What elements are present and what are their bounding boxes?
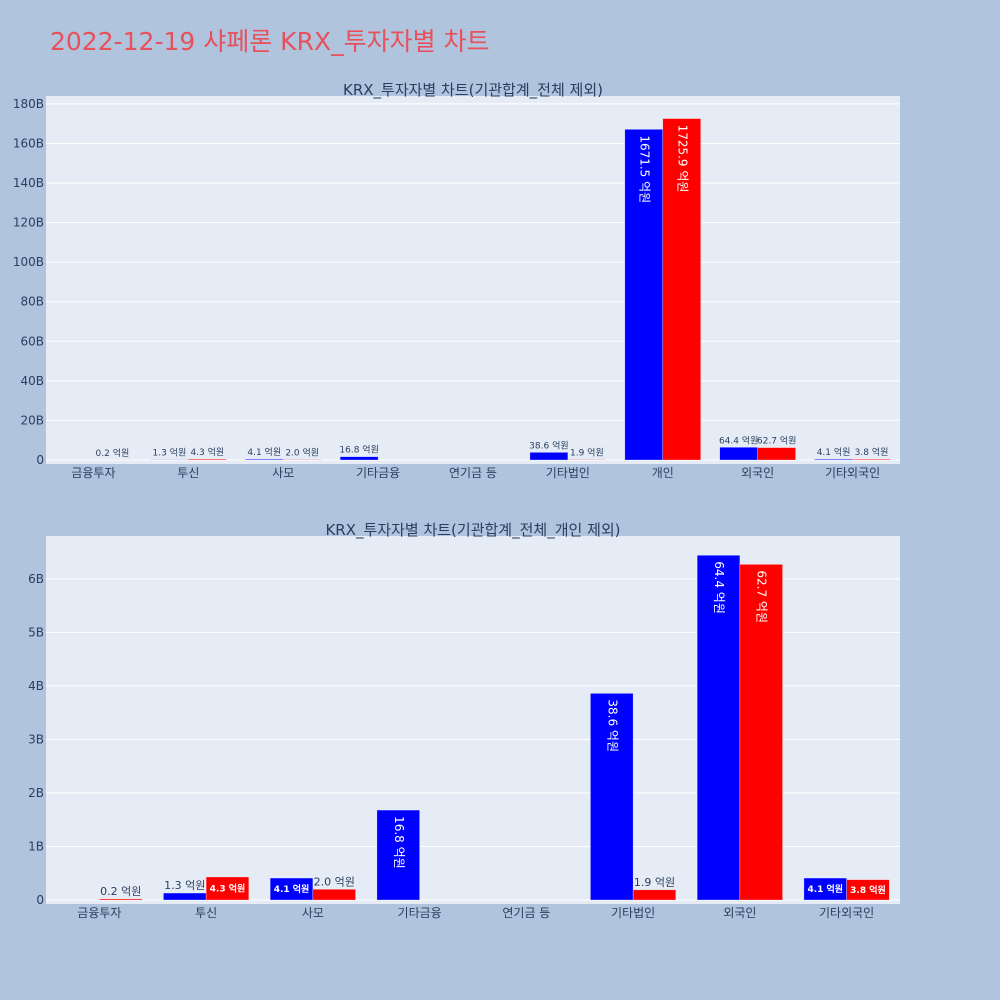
data-label: 0.2 억원 — [96, 447, 130, 459]
chart-title: KRX_투자자별 차트(기관합계_전체_개인 제외) — [325, 521, 620, 540]
bar — [590, 693, 634, 901]
data-label: 1671.5 억원 — [637, 135, 651, 203]
data-label: 4.1 억원 — [817, 446, 851, 458]
data-label: 62.7 억원 — [757, 435, 796, 447]
y-tick-label: 140B — [13, 176, 44, 190]
x-tick-label: 기타법인 — [611, 906, 655, 920]
y-tick-label: 100B — [13, 255, 44, 269]
y-tick-label: 3B — [28, 732, 44, 746]
bar — [339, 456, 379, 461]
x-tick-label: 사모 — [302, 906, 324, 920]
x-tick-label: 기타금융 — [398, 906, 442, 920]
data-label: 64.4 억원 — [719, 434, 758, 446]
bar — [312, 889, 356, 901]
data-label: 38.6 억원 — [605, 699, 619, 752]
bar — [99, 898, 143, 901]
bar — [739, 564, 783, 901]
data-label: 1725.9 억원 — [675, 125, 689, 193]
x-tick-label: 외국인 — [723, 906, 756, 920]
data-label: 1.9 억원 — [634, 876, 675, 889]
chart-1: 0 20B 40B 60B 80B 100B 120B 140B 160B 180B KRX_투자자… — [13, 81, 900, 480]
bar — [757, 447, 796, 461]
data-label: 2.0 억원 — [285, 447, 319, 459]
data-label: 4.1 억원 — [274, 883, 310, 895]
x-tick-label: 투신 — [195, 906, 217, 920]
bar — [814, 458, 853, 461]
page-title: 2022-12-19 샤페론 KRX_투자자별 차트 — [50, 27, 490, 56]
data-label: 4.3 억원 — [210, 882, 246, 894]
x-tick-label: 외국인 — [741, 466, 774, 480]
bar — [376, 809, 420, 901]
bar — [529, 452, 569, 461]
bar — [245, 458, 284, 461]
x-tick-label: 투신 — [177, 466, 199, 480]
data-label: 4.1 억원 — [247, 446, 281, 458]
data-label: 16.8 억원 — [339, 444, 378, 456]
data-label: 1.3 억원 — [164, 879, 205, 892]
data-label: 3.8 억원 — [855, 446, 889, 458]
bar — [269, 877, 314, 901]
y-tick-label: 5B — [28, 625, 44, 639]
bar — [624, 129, 664, 461]
bar — [662, 118, 701, 461]
x-tick-label: 개인 — [652, 466, 674, 480]
data-label: 0.2 억원 — [100, 885, 141, 898]
data-label: 1.9 억원 — [570, 447, 604, 459]
bar — [852, 458, 891, 461]
x-tick-label: 사모 — [272, 466, 294, 480]
x-tick-label: 기타금융 — [356, 466, 400, 480]
bar — [632, 889, 677, 901]
y-tick-label: 40B — [20, 374, 44, 388]
chart-title: KRX_투자자별 차트(기관합계_전체 제외) — [343, 81, 603, 100]
y-tick-label: 1B — [28, 839, 44, 853]
bar — [696, 555, 741, 901]
y-tick-label: 0 — [36, 893, 44, 907]
y-tick-label: 4B — [28, 679, 44, 693]
y-tick-label: 0 — [36, 453, 44, 467]
y-tick-label: 2B — [28, 786, 44, 800]
bar — [205, 876, 250, 901]
data-label: 2.0 억원 — [314, 875, 355, 888]
y-tick-label: 6B — [28, 572, 44, 586]
y-tick-label: 180B — [13, 97, 44, 111]
data-label: 3.8 억원 — [850, 884, 886, 896]
data-label: 1.3 억원 — [152, 447, 186, 459]
data-label: 4.3 억원 — [190, 446, 224, 458]
y-tick-label: 80B — [20, 295, 44, 309]
chart-2: 0 1B 2B 3B 4B 5B 6B KRX_투자자별 차트(기관합계_전체_개인 제외) 금… — [28, 521, 900, 920]
data-label: 62.7 억원 — [755, 570, 769, 623]
x-tick-label: 기타법인 — [546, 466, 590, 480]
y-tick-label: 20B — [20, 413, 44, 427]
y-tick-label: 60B — [20, 334, 44, 348]
x-tick-label: 금융투자 — [77, 906, 121, 920]
bar — [719, 447, 758, 461]
data-label: 16.8 억원 — [392, 816, 406, 869]
x-tick-label: 금융투자 — [71, 466, 115, 480]
x-tick-label: 연기금 등 — [449, 466, 497, 480]
y-tick-label: 120B — [13, 216, 44, 230]
plot-area — [46, 96, 900, 464]
bar — [163, 892, 207, 901]
bar — [846, 879, 890, 901]
x-tick-label: 연기금 등 — [502, 906, 550, 920]
data-label: 38.6 억원 — [529, 439, 568, 451]
bar — [188, 458, 227, 461]
x-tick-label: 기타외국인 — [819, 906, 874, 920]
x-tick-label: 기타외국인 — [825, 466, 880, 480]
data-label: 4.1 억원 — [807, 883, 843, 895]
y-tick-label: 160B — [13, 136, 44, 150]
data-label: 64.4 억원 — [712, 561, 726, 614]
